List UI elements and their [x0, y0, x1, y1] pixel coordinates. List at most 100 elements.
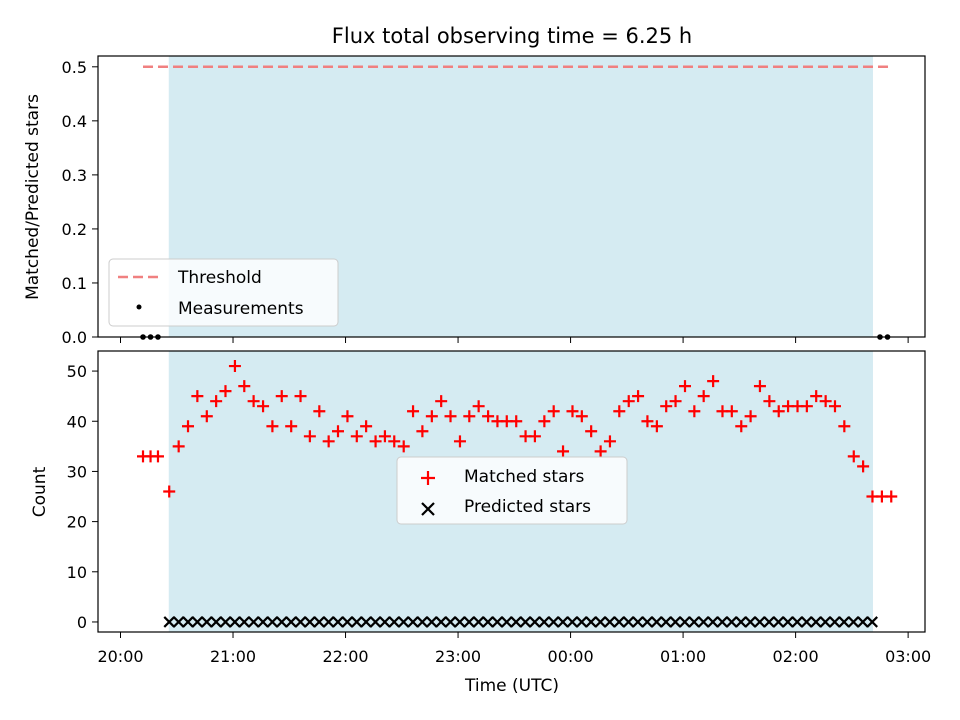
matched-star-point — [313, 405, 326, 418]
predicted-star-point — [566, 616, 579, 628]
predicted-star-point — [500, 616, 513, 628]
matched-star-point — [510, 415, 523, 428]
matched-star-point — [547, 405, 560, 418]
predicted-star-point — [416, 616, 429, 628]
top-y-tick-label: 0.3 — [62, 166, 87, 185]
matched-star-point — [444, 410, 457, 423]
matched-star-point — [369, 435, 382, 448]
predicted-star-point — [735, 616, 747, 628]
matched-star-point — [228, 360, 241, 373]
predicted-star-point — [397, 616, 410, 628]
matched-star-point — [669, 395, 682, 408]
x-tick-label: 01:00 — [660, 647, 706, 666]
legend-matched-label: Matched stars — [464, 467, 584, 487]
x-tick-label: 00:00 — [548, 647, 594, 666]
predicted-star-point — [407, 616, 419, 628]
matched-star-point — [416, 425, 429, 438]
matched-star-point — [763, 395, 776, 408]
predicted-star-point — [210, 616, 222, 628]
matched-star-point — [407, 405, 420, 418]
predicted-star-point — [716, 616, 729, 628]
predicted-star-point — [379, 616, 391, 628]
matched-star-point — [613, 405, 626, 418]
predicted-star-point — [678, 616, 691, 628]
predicted-star-point — [435, 616, 447, 628]
matched-star-point — [463, 410, 476, 423]
predicted-star-point — [782, 616, 794, 628]
matched-star-point — [266, 420, 279, 433]
predicted-star-point — [285, 616, 297, 628]
predicted-star-point — [200, 616, 213, 628]
predicted-star-point — [763, 616, 775, 628]
matched-star-point — [753, 380, 766, 393]
predicted-star-point — [847, 616, 860, 628]
matched-star-point — [744, 410, 757, 423]
top-panel: 0.0 0.1 0.2 0.3 0.4 0.5 Matched/Predicted sta… — [23, 55, 926, 347]
predicted-star-point — [585, 616, 597, 628]
matched-star-point — [660, 400, 673, 413]
matched-star-point — [378, 430, 391, 443]
x-tick-label: 03:00 — [885, 647, 931, 666]
matched-star-point — [538, 415, 551, 428]
bottom-y-tick-label: 50 — [67, 362, 87, 381]
matched-star-point — [679, 380, 692, 393]
top-y-tick-label: 0.5 — [62, 58, 87, 77]
predicted-star-point — [641, 616, 654, 628]
matched-star-point — [622, 395, 635, 408]
matched-star-point — [688, 405, 701, 418]
bottom-y-tick-label: 40 — [67, 412, 87, 431]
matched-star-point — [151, 450, 164, 463]
predicted-star-point — [257, 616, 269, 628]
matched-star-point — [182, 420, 195, 433]
legend-measurements-label: Measurements — [178, 299, 304, 319]
predicted-star-point — [191, 616, 204, 628]
x-axis-label: Time (UTC) — [464, 676, 559, 696]
predicted-star-point — [369, 616, 382, 628]
matched-star-point — [772, 405, 785, 418]
predicted-star-point — [772, 616, 785, 628]
predicted-star-point — [425, 616, 438, 628]
matched-star-point — [828, 400, 841, 413]
matched-star-point — [425, 410, 438, 423]
bottom-axes-frame — [97, 350, 926, 633]
predicted-star-point — [857, 616, 869, 628]
predicted-star-point — [266, 616, 279, 628]
matched-star-point — [285, 420, 298, 433]
bottom-y-tick-label: 0 — [77, 613, 87, 632]
predicted-star-point — [800, 616, 813, 628]
matched-star-point — [360, 420, 373, 433]
predicted-star-point — [304, 616, 316, 628]
predicted-star-point — [510, 616, 522, 628]
predicted-star-point — [350, 616, 363, 628]
predicted-star-point — [575, 616, 588, 628]
matched-star-point — [585, 425, 598, 438]
predicted-star-point — [594, 616, 607, 628]
chart-title: Flux total observing time = 6.25 h — [332, 24, 692, 48]
predicted-star-point — [697, 616, 710, 628]
matched-star-point — [341, 410, 354, 423]
predicted-star-point — [163, 616, 176, 628]
matched-star-point — [707, 375, 720, 388]
predicted-star-point — [744, 616, 757, 628]
predicted-star-point — [247, 616, 260, 628]
predicted-star-point — [322, 616, 335, 628]
predicted-star-point — [444, 616, 457, 628]
matched-star-point — [594, 445, 607, 458]
top-y-tick-label: 0.2 — [62, 220, 87, 239]
predicted-star-point — [341, 616, 354, 628]
matched-star-point — [257, 400, 270, 413]
top-legend-box — [108, 258, 339, 327]
matched-star-point — [725, 405, 738, 418]
bottom-panel: 0 10 20 30 40 50 20:00 21:00 22:00 23:00 00:00 01:… — [30, 350, 931, 696]
predicted-star-point — [491, 616, 504, 628]
predicted-star-point — [819, 616, 832, 628]
matched-star-point — [857, 460, 870, 473]
matched-star-point — [200, 410, 213, 423]
predicted-star-point — [632, 616, 644, 628]
predicted-star-point — [725, 616, 738, 628]
matched-star-point — [331, 425, 344, 438]
top-legend: Threshold Measurements — [108, 258, 339, 327]
predicted-star-point — [219, 616, 232, 628]
matched-star-point — [528, 430, 541, 443]
